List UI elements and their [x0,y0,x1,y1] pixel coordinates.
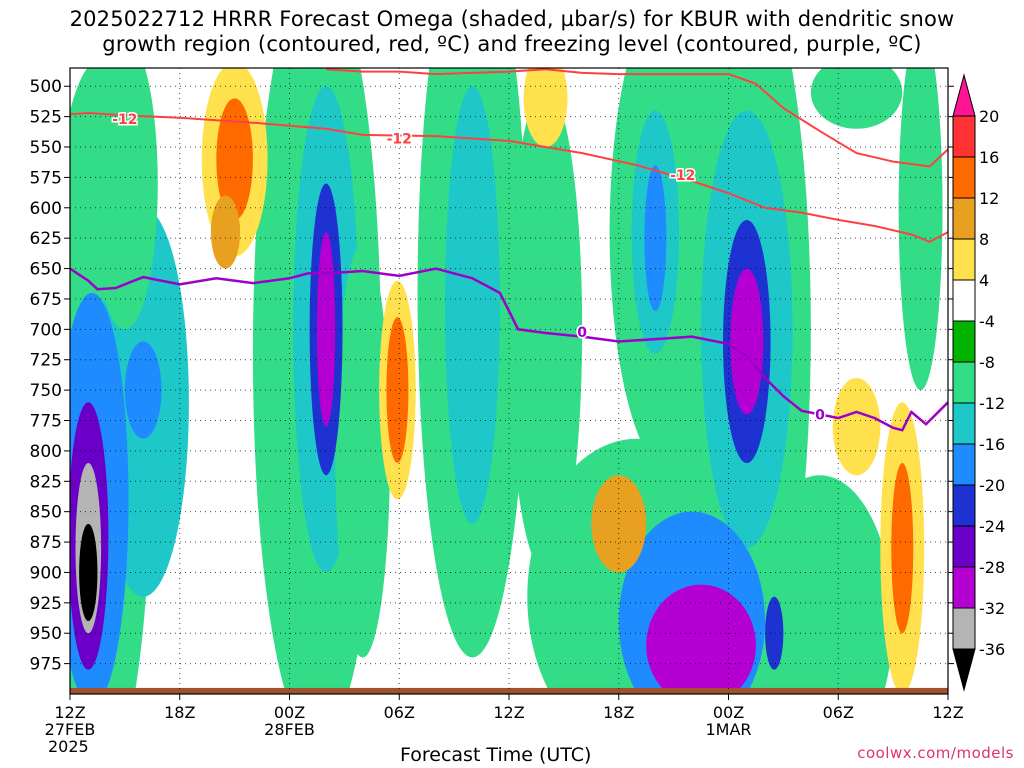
omega-cell [335,244,391,658]
x-tick-label: 12Z [493,703,524,722]
omega-cell [891,463,914,634]
colorbar-bin [952,279,976,322]
contour-label: -12 [387,132,412,148]
colorbar-label: -28 [979,558,1005,577]
x-tick-label: 12Z [932,703,963,722]
colorbar-bin [952,484,976,527]
y-tick-label: 600 [30,199,62,219]
y-tick-label: 700 [30,320,62,340]
y-tick-label: 750 [30,381,62,401]
omega-cell [91,68,158,330]
omega-cell [210,195,241,269]
omega-cell [646,584,756,694]
y-tick-label: 650 [30,260,62,280]
colorbar-label: -32 [979,599,1005,618]
x-tick-label: 06Z [384,703,415,722]
y-tick-label: 975 [30,655,62,675]
colorbar-bin [952,607,976,650]
y-tick-label: 825 [30,472,62,492]
y-tick-label: 525 [30,108,62,128]
contour-label: 0 [815,407,825,423]
colorbar-label: -20 [979,476,1005,495]
x-tick-label: 00Z [713,703,744,722]
x-tick-date: 1MAR [705,720,751,739]
y-tick-label: 550 [30,138,62,158]
colorbar-bin [952,238,976,281]
y-tick-label: 500 [30,77,62,97]
y-tick-label: 875 [30,533,62,553]
colorbar-label: 4 [979,271,989,290]
colorbar-bin [952,197,976,240]
y-tick-label: 850 [30,503,62,523]
x-tick-date: 27FEB [45,720,96,739]
y-tick-label: 725 [30,351,62,371]
axes: 500 525 550 575 600 625 650 675 700 725 750 775 800 8… [30,67,964,756]
freezing-level-line [70,267,948,432]
omega-cell [765,596,784,670]
colorbar-label: -24 [979,517,1005,536]
y-tick-label: 900 [30,563,62,583]
colorbar-bin [952,566,976,609]
contour-label: -12 [112,112,137,128]
contour-label: -12 [670,168,695,184]
y-tick-label: 625 [30,229,62,249]
omega-field [70,68,948,694]
chart-title-line2: growth region (contoured, red, ºC) and f… [102,32,922,56]
omega-cell [444,86,500,524]
colorbar-label: -16 [979,435,1005,454]
colorbar-label: 16 [979,148,999,167]
colorbar-label: -36 [979,640,1005,659]
x-tick-label: 18Z [164,703,195,722]
omega-cell [79,523,98,622]
omega-cell [832,377,881,476]
chart-title-line1: 2025022712 HRRR Forecast Omega (shaded, … [69,7,955,31]
colorbar-bin [952,443,976,486]
colorbar-bin [952,115,976,158]
terrain-strip [70,687,948,694]
colorbar-label: -12 [979,394,1005,413]
x-tick-year: 2025 [48,737,89,756]
omega-cell [746,475,894,694]
x-tick-date: 28FEB [264,720,315,739]
colorbar-label: 20 [979,107,999,126]
y-tick-label: 950 [30,624,62,644]
colorbar-label: 8 [979,230,989,249]
colorbar-bin [952,525,976,568]
x-tick-label: 12Z [54,703,85,722]
colorbar: 20 16 12 8 4 -4 -8 -12 -16 -20 -24 -28 -32 -36 [952,73,1005,692]
y-tick-label: 675 [30,290,62,310]
colorbar-bin-bottom [952,648,976,692]
omega-cell [523,68,568,147]
credit-link[interactable]: coolwx.com/models [857,744,1014,762]
x-tick-label: 06Z [823,703,854,722]
red-contour-line [70,111,948,243]
omega-cell [898,68,943,391]
contour-label: 0 [577,325,587,341]
temperature-contours: -12 -12 -12 0 0 [70,68,948,432]
colorbar-bin [952,320,976,363]
colorbar-bin [952,402,976,445]
colorbar-label: 12 [979,189,999,208]
omega-cell [216,98,253,220]
colorbar-bin [952,156,976,199]
y-tick-label: 925 [30,594,62,614]
y-tick-label: 775 [30,412,62,432]
omega-cell [386,317,409,464]
colorbar-label: -8 [979,353,995,372]
y-tick-label: 800 [30,442,62,462]
x-tick-label: 00Z [274,703,305,722]
omega-cell [730,268,764,415]
colorbar-bin-top [952,73,976,117]
x-tick-label: 18Z [603,703,634,722]
x-axis-title: Forecast Time (UTC) [400,744,592,766]
omega-cell [810,68,903,129]
y-tick-label: 575 [30,168,62,188]
omega-cell [316,232,336,427]
omega-cell [124,341,162,439]
colorbar-label: -4 [979,312,995,331]
red-contour-line [326,68,948,168]
colorbar-bin [952,361,976,404]
